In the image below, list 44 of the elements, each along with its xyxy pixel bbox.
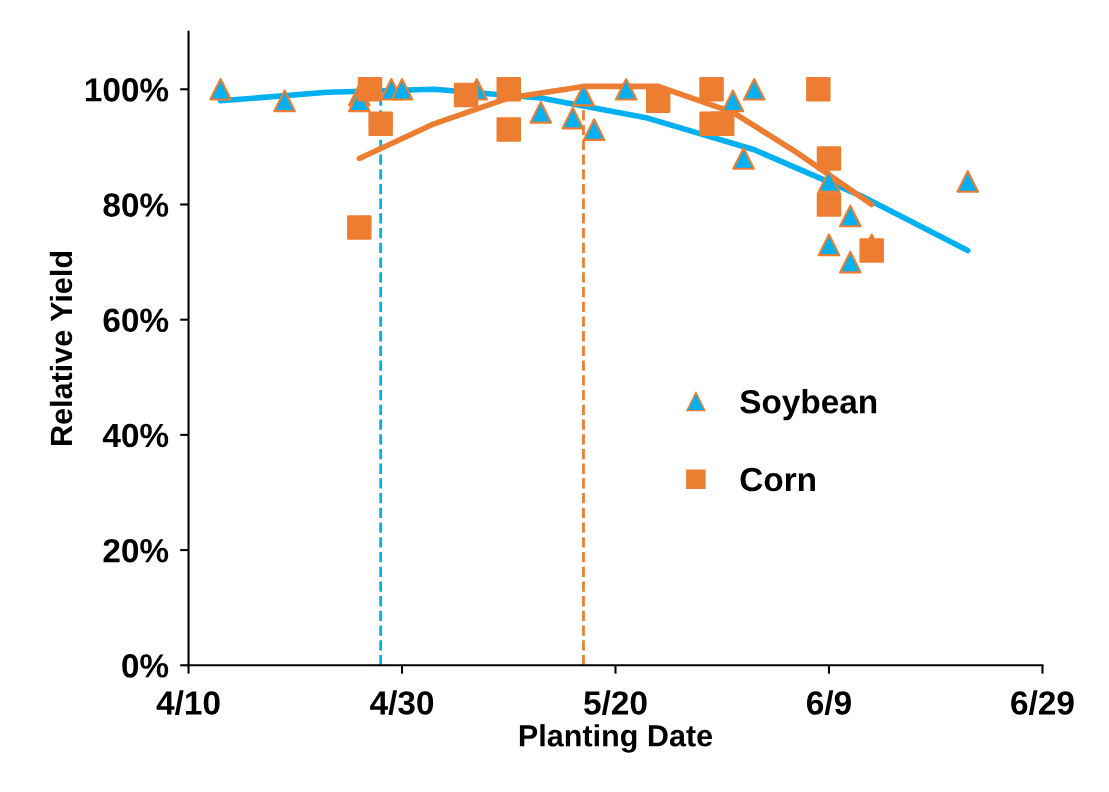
point bbox=[347, 215, 372, 240]
point bbox=[496, 77, 521, 102]
point bbox=[273, 89, 296, 113]
point bbox=[732, 147, 755, 170]
point bbox=[838, 250, 862, 274]
point bbox=[721, 89, 745, 113]
x-tick-label: 6/9 bbox=[807, 690, 851, 716]
x-tick-label: 4/30 bbox=[370, 690, 434, 716]
point bbox=[453, 82, 479, 108]
x-axis-title: Planting Date bbox=[519, 724, 713, 753]
point bbox=[572, 83, 595, 107]
point bbox=[742, 77, 766, 101]
point bbox=[209, 77, 232, 101]
point bbox=[816, 192, 842, 217]
point bbox=[838, 204, 862, 228]
legend-label: Soybean bbox=[740, 389, 877, 421]
point bbox=[859, 238, 884, 263]
y-tick-label: 0% bbox=[122, 654, 169, 678]
y-tick-label: 80% bbox=[103, 193, 169, 217]
point bbox=[817, 233, 841, 257]
point bbox=[645, 88, 671, 114]
x-tick-label: 4/10 bbox=[156, 690, 220, 716]
point bbox=[614, 77, 638, 101]
point bbox=[699, 77, 724, 102]
point bbox=[816, 146, 842, 171]
x-tick-label: 6/29 bbox=[1011, 690, 1074, 716]
point bbox=[390, 77, 414, 101]
y-tick-label: 40% bbox=[102, 423, 169, 448]
point bbox=[368, 111, 393, 137]
point bbox=[357, 77, 383, 102]
point bbox=[817, 170, 841, 193]
y-tick-label: 60% bbox=[103, 308, 169, 333]
point bbox=[806, 77, 831, 102]
y-tick-label: 100% bbox=[85, 78, 169, 102]
legend-label: Corn bbox=[740, 467, 815, 492]
point bbox=[529, 100, 553, 124]
point bbox=[956, 170, 980, 193]
point bbox=[496, 117, 521, 142]
y-tick-label: 20% bbox=[103, 538, 169, 563]
y-axis-title: Relative Yield bbox=[49, 251, 73, 445]
x-tick-label: 5/20 bbox=[584, 690, 647, 716]
point bbox=[710, 111, 735, 137]
point bbox=[582, 118, 606, 141]
point bbox=[561, 106, 585, 130]
